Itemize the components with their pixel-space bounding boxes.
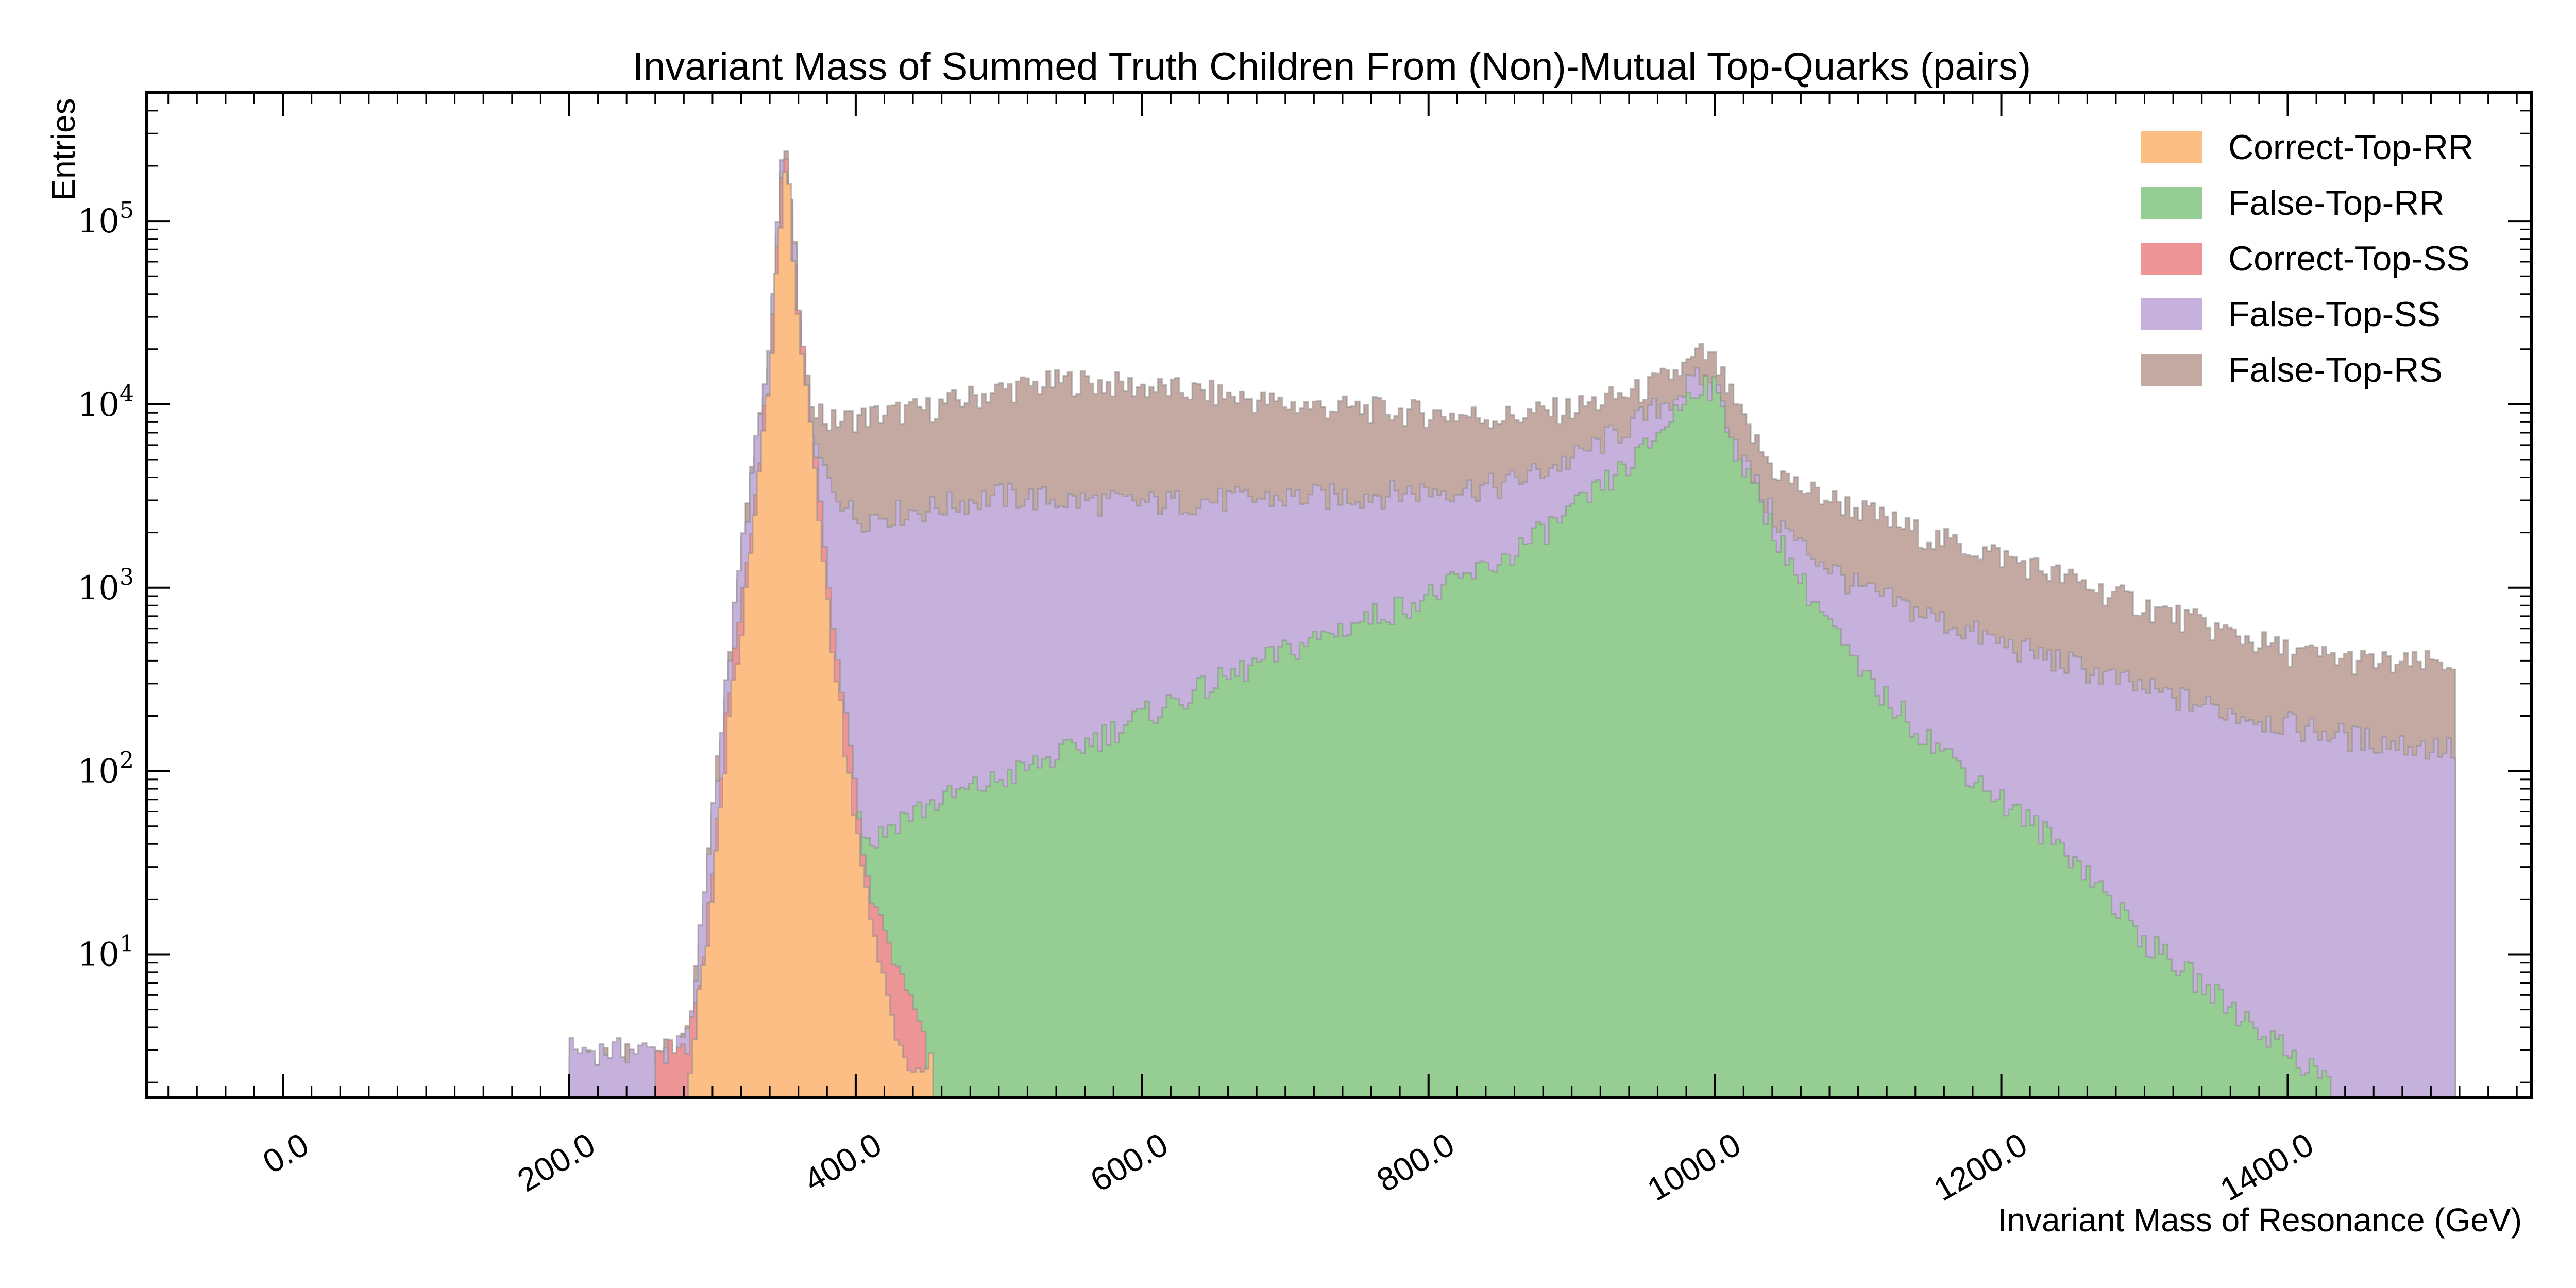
x-tick-label: 1000.0 [1641,1126,1747,1208]
chart-title: Invariant Mass of Summed Truth Children … [633,45,2031,89]
y-tick-label: 101 [78,930,134,974]
y-tick-label: 102 [78,748,134,791]
band-correct-top-rr [684,171,938,1098]
legend-label: False-Top-RR [2228,183,2444,223]
legend-label: False-Top-SS [2228,295,2441,334]
y-tick-label: 104 [78,381,134,424]
band-false-top-rr [784,375,2332,1098]
y-tick-label: 103 [78,564,134,607]
legend-swatch [2141,131,2202,163]
x-tick-label: 1200.0 [1927,1126,2033,1208]
x-tick-label: 0.0 [257,1126,315,1181]
legend: Correct-Top-RR False-Top-RR Correct-Top-SS… [2141,128,2473,389]
x-axis-label: Invariant Mass of Resonance (GeV) [1998,1201,2522,1239]
legend-label: Correct-Top-RR [2228,128,2473,167]
y-tick-label: 105 [78,197,134,241]
plot-frame [145,91,2533,1099]
legend-label: False-Top-RS [2228,350,2443,389]
legend-swatch [2141,187,2202,219]
x-tick-label: 1400.0 [2214,1126,2320,1208]
x-tick-label: 200.0 [511,1126,601,1199]
x-tick-label: 600.0 [1084,1126,1174,1199]
x-tick-label: 400.0 [798,1126,888,1199]
histogram-bands [568,150,2460,1098]
legend-label: Correct-Top-SS [2228,239,2470,278]
y-axis-label: Entries [45,98,82,200]
x-tick-label: 800.0 [1370,1126,1461,1199]
legend-swatch [2141,298,2202,330]
legend-swatch [2141,243,2202,275]
legend-swatch [2141,354,2202,386]
